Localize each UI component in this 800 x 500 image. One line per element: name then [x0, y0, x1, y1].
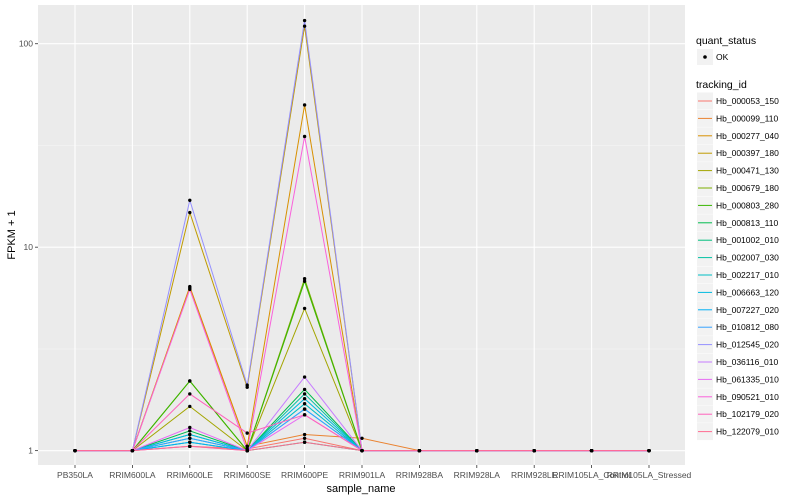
data-point	[188, 284, 192, 289]
data-point	[188, 404, 192, 409]
legend-label: Hb_007227_020	[716, 305, 779, 315]
legend-label: Hb_000053_150	[716, 96, 779, 106]
data-point	[188, 432, 192, 437]
data-point	[245, 444, 249, 449]
y-tick-label: 1	[28, 446, 33, 456]
data-point	[302, 134, 307, 139]
data-point	[302, 24, 307, 28]
legend-label: Hb_036116_010	[716, 357, 779, 367]
data-point	[302, 432, 307, 437]
legend: quant_status OK tracking_id Hb_000053_15…	[696, 35, 779, 441]
legend-label: Hb_000471_130	[716, 166, 779, 176]
data-point	[302, 397, 307, 401]
y-axis: 1 10 100	[19, 39, 38, 456]
x-tick-label: RRIM600SE	[224, 470, 272, 480]
data-point	[302, 18, 307, 23]
data-point	[73, 448, 77, 453]
legend-label: Hb_012545_020	[716, 340, 779, 350]
x-tick-label: PB350LA	[57, 470, 93, 480]
data-point	[245, 383, 249, 387]
x-tick-label: RRIM600LA	[109, 470, 156, 480]
legend-label: Hb_000099_110	[716, 113, 779, 123]
data-point	[245, 431, 249, 435]
legend-label: Hb_000277_040	[716, 131, 779, 141]
data-point	[302, 392, 307, 396]
legend-label: Hb_090521_010	[716, 392, 779, 402]
legend-label: Hb_002007_030	[716, 253, 779, 263]
data-point	[188, 210, 192, 215]
data-point	[188, 379, 192, 383]
x-axis: PB350LA RRIM600LA RRIM600LE RRIM600SE RRIM60…	[57, 465, 692, 480]
data-point	[417, 448, 422, 453]
legend-title-tracking-id: tracking_id	[696, 79, 747, 91]
color-legend-items: Hb_000053_150 Hb_000099_110 Hb_000277_040 H…	[697, 92, 779, 441]
data-point	[475, 448, 479, 453]
legend-label: Hb_001002_010	[716, 235, 779, 245]
legend-label: Hb_061335_010	[716, 374, 779, 384]
x-tick-label: RRIM600LE	[167, 470, 214, 480]
data-point	[302, 103, 307, 107]
data-point	[302, 276, 307, 281]
point-legend-items: OK	[697, 49, 729, 65]
data-point	[302, 306, 307, 311]
y-axis-title: FPKM + 1	[6, 210, 18, 259]
data-point	[188, 287, 192, 292]
legend-label: Hb_000813_110	[716, 218, 779, 228]
y-tick-label: 100	[19, 39, 33, 49]
legend-label: Hb_002217_010	[716, 270, 779, 280]
x-tick-label: RRIM901LA	[339, 470, 386, 480]
x-tick-label: RRIM105LA_Control	[552, 470, 631, 480]
data-point	[302, 375, 307, 379]
data-point	[302, 436, 307, 440]
x-tick-label: RRIM105LA_Stressed	[607, 470, 692, 480]
data-point	[302, 279, 307, 283]
legend-point-symbol	[703, 55, 707, 59]
legend-label: Hb_010812_080	[716, 322, 779, 332]
data-point	[360, 448, 364, 453]
data-point	[245, 448, 249, 453]
x-tick-label: RRIM600PE	[281, 470, 329, 480]
data-point	[589, 448, 594, 453]
data-point	[302, 402, 307, 406]
legend-label: Hb_000397_180	[716, 148, 779, 158]
data-point	[188, 425, 192, 430]
data-points	[73, 18, 651, 453]
data-point	[302, 387, 307, 392]
data-point	[302, 413, 307, 417]
legend-label: Hb_000679_180	[716, 183, 779, 193]
data-point	[302, 440, 307, 444]
data-point	[360, 436, 364, 440]
x-axis-title: sample_name	[326, 483, 395, 495]
x-tick-label: RRIM928LE	[511, 470, 558, 480]
legend-label: Hb_000803_280	[716, 200, 779, 210]
legend-label: Hb_006663_120	[716, 287, 779, 297]
data-point	[188, 392, 192, 396]
data-point	[532, 448, 536, 453]
legend-label: Hb_122079_010	[716, 427, 779, 437]
data-point	[188, 440, 192, 444]
legend-label: Hb_102179_020	[716, 409, 779, 419]
data-point	[188, 198, 192, 202]
legend-label: OK	[716, 52, 729, 62]
legend-title-quant-status: quant_status	[696, 35, 756, 47]
data-point	[130, 448, 135, 453]
data-point	[188, 429, 192, 433]
data-point	[302, 407, 307, 411]
x-tick-label: RRIM928LA	[454, 470, 501, 480]
y-tick-label: 10	[24, 242, 34, 252]
data-point	[188, 444, 192, 449]
x-tick-label: RRIM928BA	[396, 470, 444, 480]
data-point	[647, 448, 651, 453]
data-point	[188, 436, 192, 440]
